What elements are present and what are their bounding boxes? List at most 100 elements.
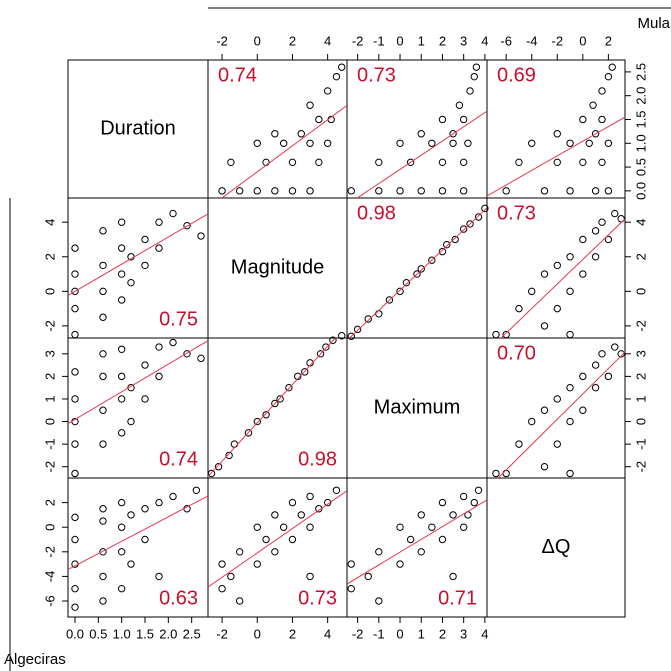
- point: [611, 343, 619, 351]
- point: [608, 63, 616, 71]
- point: [117, 270, 126, 278]
- x-tick-label: -2: [352, 33, 364, 48]
- point: [99, 548, 107, 556]
- variable-label: Duration: [100, 117, 176, 139]
- point: [451, 235, 459, 244]
- point: [347, 332, 355, 340]
- point: [502, 330, 510, 339]
- point: [347, 187, 355, 195]
- point: [192, 486, 201, 495]
- point: [540, 322, 549, 330]
- point: [155, 498, 163, 507]
- fit-line: [68, 213, 208, 296]
- point: [71, 368, 79, 376]
- point: [566, 330, 574, 339]
- fit-line: [500, 218, 625, 338]
- point: [117, 218, 126, 226]
- point: [459, 225, 468, 233]
- point: [183, 221, 191, 230]
- point: [438, 187, 447, 195]
- point: [417, 130, 425, 138]
- point: [375, 548, 383, 556]
- point: [470, 72, 478, 81]
- point: [396, 560, 404, 568]
- point: [253, 417, 261, 426]
- point: [579, 270, 587, 278]
- x-tick-label: 0.0: [66, 626, 84, 641]
- point: [315, 158, 323, 167]
- point: [99, 350, 107, 358]
- fit-line: [348, 207, 487, 338]
- y-tick-label: -2: [633, 461, 648, 473]
- point: [417, 187, 425, 195]
- x-tick-label: 4: [481, 626, 488, 641]
- y-tick-label: 1.5: [633, 110, 648, 128]
- point: [417, 511, 425, 519]
- point: [288, 535, 297, 544]
- point: [218, 585, 226, 593]
- point: [141, 361, 149, 369]
- y-tick-label: 0: [633, 288, 648, 295]
- point: [207, 469, 216, 478]
- y-tick-label: 3: [42, 350, 57, 357]
- point: [438, 535, 447, 544]
- point: [141, 395, 149, 403]
- point: [459, 187, 468, 195]
- variable-label: ΔQ: [542, 536, 571, 558]
- point: [515, 440, 523, 448]
- point: [375, 310, 383, 318]
- point: [141, 235, 149, 244]
- point: [413, 270, 421, 278]
- point: [117, 244, 126, 252]
- point: [306, 139, 314, 147]
- point: [99, 227, 107, 235]
- x-tick-label: 2: [605, 33, 612, 48]
- correlation-label: 0.75: [159, 308, 198, 330]
- point: [470, 498, 478, 507]
- point: [197, 354, 205, 363]
- x-tick-label: 0: [579, 33, 586, 48]
- point: [127, 278, 135, 287]
- x-tick-label: -1: [373, 33, 385, 48]
- point: [323, 139, 332, 147]
- x-tick-label: 0: [396, 33, 403, 48]
- point: [235, 548, 244, 556]
- point: [428, 139, 436, 147]
- point: [285, 383, 293, 392]
- x-tick-label: -2: [352, 626, 364, 641]
- point: [306, 523, 314, 531]
- point: [481, 204, 489, 213]
- point: [591, 130, 600, 138]
- point: [323, 87, 332, 95]
- point: [225, 451, 233, 460]
- point: [466, 220, 474, 228]
- point: [579, 372, 587, 381]
- fit-line: [347, 499, 487, 585]
- point: [406, 158, 415, 167]
- point: [591, 383, 600, 392]
- point: [117, 548, 126, 556]
- point: [99, 313, 107, 321]
- x-tick-label: -2: [216, 626, 228, 641]
- point: [332, 486, 341, 495]
- point: [99, 287, 107, 296]
- point: [591, 253, 600, 261]
- point: [502, 469, 510, 478]
- point: [99, 597, 107, 605]
- y-tick-label: 2: [42, 373, 57, 380]
- point: [449, 511, 457, 519]
- point: [253, 187, 261, 195]
- y-tick-label: 0: [42, 288, 57, 295]
- fit-line: [208, 490, 347, 588]
- point: [449, 139, 457, 147]
- point: [598, 350, 606, 358]
- point: [117, 395, 126, 403]
- point: [71, 270, 79, 278]
- point: [332, 72, 341, 81]
- x-tick-label: 3: [460, 626, 467, 641]
- y-tick-label: -2: [42, 546, 57, 558]
- point: [604, 72, 613, 81]
- point: [474, 486, 483, 495]
- point: [276, 395, 284, 403]
